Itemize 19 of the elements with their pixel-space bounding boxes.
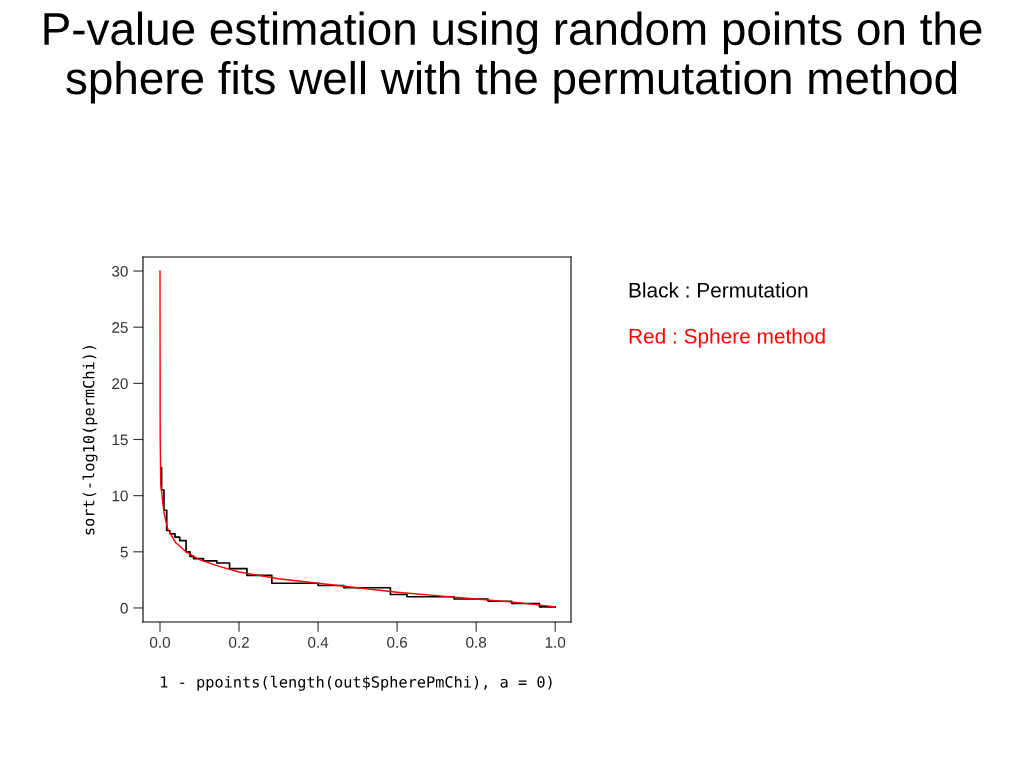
x-tick-label: 0.0 xyxy=(149,636,171,648)
y-axis-title: sort(-log10(permChi)) xyxy=(82,346,98,535)
y-tick-label: 0 xyxy=(120,602,128,614)
y-tick-label: 20 xyxy=(112,378,128,390)
x-tick-label: 0.4 xyxy=(308,636,329,648)
y-tick-label: 5 xyxy=(120,546,128,558)
text: Black : Permutation xyxy=(629,282,808,298)
x-tick-label: 0.8 xyxy=(466,636,487,648)
y-tick-label: 10 xyxy=(112,490,128,502)
chart-title: P-value estimation using random points on the sphere fits well with the permutation method xyxy=(44,11,982,104)
x-tick-label: 0.6 xyxy=(387,636,408,648)
y-tick-label: 25 xyxy=(112,322,128,333)
text: Red : Sphere method xyxy=(629,328,825,348)
x-axis-title: 1 - ppoints(length(out$SpherePmChi), a = 0) xyxy=(161,675,552,691)
y-tick-label: 15 xyxy=(112,434,128,446)
x-tick-label: 0.2 xyxy=(229,636,249,648)
y-tick-label: 30 xyxy=(112,265,128,277)
line-series xyxy=(159,270,556,608)
x-tick-label: 1.0 xyxy=(545,636,566,648)
